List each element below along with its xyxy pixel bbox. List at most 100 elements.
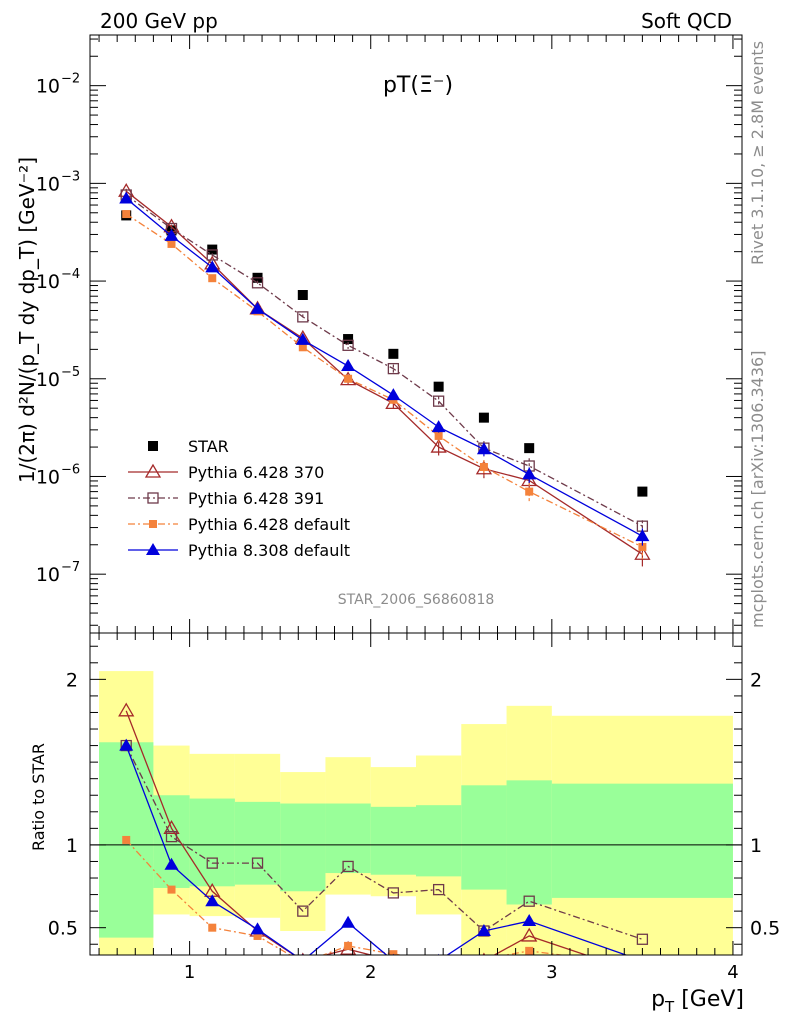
x-tick-label: 2 <box>365 962 376 983</box>
data-point <box>522 467 537 480</box>
data-point <box>433 381 444 392</box>
y-tick-label: 10 <box>36 564 60 586</box>
ratio-y-tick-label: 0.5 <box>48 918 78 940</box>
ratio-point <box>253 931 262 940</box>
ratio-point <box>119 738 134 751</box>
x-tick-label: 3 <box>546 962 557 983</box>
series-line <box>125 194 643 527</box>
legend-label: Pythia 6.428 default <box>188 515 350 534</box>
series-2 <box>120 189 649 534</box>
ratio-point <box>344 941 353 950</box>
ratio-point <box>164 857 179 870</box>
y-tick-label: 10 <box>36 466 60 488</box>
data-point <box>297 311 309 323</box>
band-green-rect <box>325 803 371 874</box>
data-point <box>251 277 264 289</box>
band-green-rect <box>506 780 552 905</box>
band-green-rect <box>551 783 733 898</box>
data-point <box>250 301 265 314</box>
header-left: 200 GeV pp <box>100 9 218 33</box>
rivet-version-text: Rivet 3.1.10, ≥ 2.8M events <box>748 41 767 265</box>
ratio-point <box>167 885 176 894</box>
ratio-point <box>392 953 395 955</box>
axis-titles: pT [GeV] 1/(2π) d²N/(p_T dy dp_T) [GeV⁻²] <box>15 157 744 1016</box>
ratio-point <box>523 895 535 907</box>
ratio-point <box>341 915 356 928</box>
legend-marker <box>149 520 157 528</box>
ratio-point <box>208 923 217 932</box>
y-tick-label-exponent: −4 <box>61 267 80 282</box>
ratio-y-axis-label: Ratio to STAR <box>29 743 48 851</box>
ratio-point <box>301 952 305 955</box>
ratio-point <box>118 702 135 717</box>
ratio-point <box>635 967 649 979</box>
data-point <box>298 343 307 352</box>
ratio-point <box>641 953 644 955</box>
data-point <box>119 191 134 204</box>
data-point <box>205 260 220 273</box>
header-right: Soft QCD <box>641 9 732 33</box>
data-point <box>635 529 650 542</box>
ratio-series <box>118 702 649 979</box>
band-green-rect <box>370 806 416 875</box>
main-y-axis-title: 1/(2π) d²N/(p_T dy dp_T) [GeV⁻²] <box>15 157 39 483</box>
ratio-point <box>476 923 491 936</box>
ratio-series-3 <box>119 738 644 955</box>
data-point <box>634 545 651 560</box>
ratio-point <box>525 946 534 955</box>
ratio-uncertainty-bands <box>99 671 733 955</box>
data-point <box>341 359 356 372</box>
ratio-point <box>389 950 398 955</box>
ratio-point <box>251 857 264 869</box>
legend-label: Pythia 6.428 391 <box>188 489 324 508</box>
ratio-frame <box>89 632 743 956</box>
ratio-line <box>125 745 643 940</box>
mcplots-credit-text: mcplots.cern.ch [arXiv:1306.3436] <box>748 351 767 628</box>
ratio-point <box>299 958 307 966</box>
ratio-series-2 <box>122 835 646 970</box>
data-point <box>525 487 534 496</box>
band-green-rect <box>280 803 326 892</box>
y-tick-label: 10 <box>36 173 60 195</box>
data-point <box>344 374 353 383</box>
y-tick-label-exponent: −2 <box>61 72 80 87</box>
x-axis-title-sub: T <box>664 998 675 1016</box>
data-point <box>479 463 488 472</box>
ratio-point <box>302 953 304 955</box>
ratio-point <box>205 894 220 907</box>
data-point <box>343 334 354 345</box>
ratio-point <box>250 922 265 935</box>
x-axis-title-main: p <box>651 987 665 1012</box>
data-point <box>295 332 310 345</box>
data-point <box>432 395 445 407</box>
data-point <box>387 362 400 375</box>
ratio-point <box>521 927 538 942</box>
x-axis-title-rest: [GeV] <box>674 987 744 1012</box>
series-4 <box>119 191 650 546</box>
legend: STAR Pythia 6.428 370 Pythia 6.428 391 Pyth… <box>128 437 350 560</box>
ratio-point <box>638 962 646 970</box>
data-point <box>206 249 218 261</box>
legend-marker <box>147 492 159 504</box>
series-3 <box>122 210 647 560</box>
data-point <box>167 239 176 248</box>
ratio-point <box>206 857 218 869</box>
ratio-point <box>522 914 537 927</box>
data-point <box>386 388 401 401</box>
data-point <box>476 442 491 455</box>
data-point <box>297 290 308 301</box>
ratio-y-tick-label: 2 <box>66 669 78 691</box>
ratio-y-tick-label: 1 <box>66 835 78 857</box>
ratio-y-tick-label-right: 1 <box>750 835 762 857</box>
y-tick-label: 10 <box>36 271 60 293</box>
ratio-point <box>297 905 309 917</box>
y-tick-label-exponent: −6 <box>61 462 80 477</box>
y-tick-label: 10 <box>36 76 60 98</box>
legend-label: Pythia 8.308 default <box>188 541 350 560</box>
data-point <box>122 210 131 219</box>
data-point <box>434 431 443 440</box>
y-tick-label-exponent: −5 <box>61 365 80 380</box>
data-point <box>388 348 399 359</box>
data-point <box>431 420 446 433</box>
data-point <box>638 542 647 551</box>
